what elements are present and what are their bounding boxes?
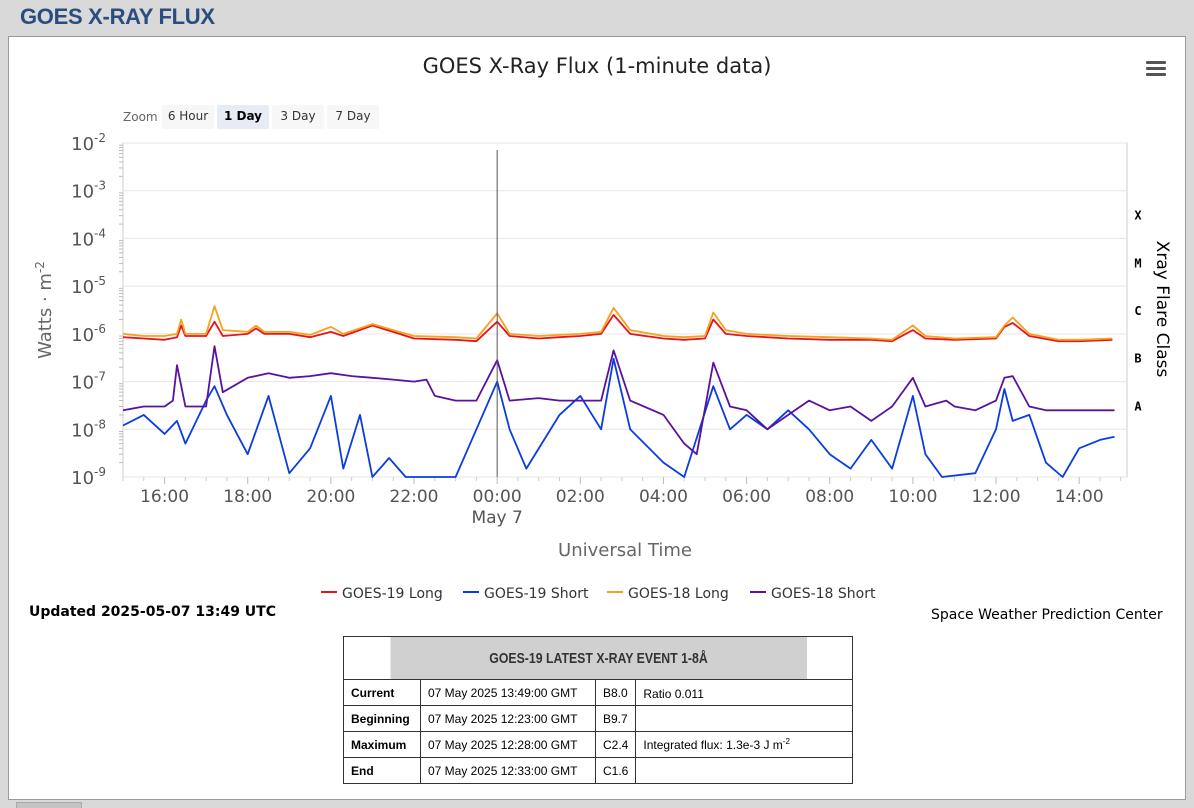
- series-line-goes-18-long[interactable]: [122, 305, 1113, 341]
- row-time: 07 May 2025 13:49:00 GMT: [420, 679, 596, 706]
- row-label: End: [343, 757, 421, 784]
- x-tick-label: 22:00: [390, 487, 439, 507]
- chart-title: GOES X-Ray Flux (1-minute data): [422, 54, 772, 78]
- legend-swatch-goes18-long: [607, 591, 623, 593]
- legend-item-goes19-long[interactable]: GOES-19 Long: [321, 586, 443, 602]
- xray-flux-chart[interactable]: 10-9 10-8 10-7 10-6 10-5 10-4 10-3 10-2 16:00 18:…: [0, 0, 1194, 580]
- event-table: GOES-19 LATEST X-RAY EVENT 1-8Å Current …: [343, 636, 853, 784]
- x-tick-label: 10:00: [888, 487, 937, 507]
- table-row: End 07 May 2025 12:33:00 GMT C1.6: [343, 757, 853, 784]
- y2-axis-title: Xray Flare Class: [1152, 241, 1172, 378]
- table-row: Maximum 07 May 2025 12:28:00 GMT C2.4 In…: [343, 731, 853, 758]
- event-table-title: GOES-19 LATEST X-RAY EVENT 1-8Å: [388, 636, 808, 680]
- y-tick-label: 10-3: [71, 179, 106, 203]
- series-line-goes-18-short[interactable]: [122, 345, 1115, 456]
- legend-item-goes18-short[interactable]: GOES-18 Short: [750, 586, 876, 602]
- y-tick-label: 10-8: [71, 417, 106, 441]
- row-note: [635, 705, 853, 732]
- flare-class-label: X: [1134, 209, 1142, 223]
- y-tick-label: 10-4: [71, 226, 106, 250]
- row-class: B9.7: [594, 705, 637, 732]
- row-time: 07 May 2025 12:28:00 GMT: [420, 731, 596, 758]
- x-tick-label: 12:00: [972, 487, 1021, 507]
- legend-item-goes19-short[interactable]: GOES-19 Short: [463, 586, 589, 602]
- x-date-label: May 7: [471, 508, 522, 528]
- x-tick-label: 08:00: [805, 487, 854, 507]
- row-class: C2.4: [594, 731, 637, 758]
- zoom-label: Zoom: [123, 110, 158, 124]
- x-tick-label: 18:00: [223, 487, 272, 507]
- x-tick-label: 02:00: [556, 487, 605, 507]
- x-tick-label: 04:00: [639, 487, 688, 507]
- table-row: Beginning 07 May 2025 12:23:00 GMT B9.7: [343, 705, 853, 732]
- row-label: Beginning: [343, 705, 421, 732]
- y-tick-label: 10-2: [71, 131, 106, 155]
- row-label: Current: [343, 679, 421, 706]
- row-time: 07 May 2025 12:33:00 GMT: [420, 757, 596, 784]
- zoom-3-day-button[interactable]: 3 Day: [272, 105, 324, 129]
- x-tick-label: 20:00: [306, 487, 355, 507]
- bottom-strip: [0, 800, 1194, 808]
- x-axis-title: Universal Time: [558, 540, 692, 561]
- bottom-tab[interactable]: [16, 802, 82, 808]
- row-note: Ratio 0.011: [635, 679, 853, 706]
- row-class: B8.0: [594, 679, 637, 706]
- row-time: 07 May 2025 12:23:00 GMT: [420, 705, 596, 732]
- row-note: [635, 757, 853, 784]
- plot-area[interactable]: [122, 142, 1128, 478]
- table-row: Current 07 May 2025 13:49:00 GMT B8.0 Ra…: [343, 679, 853, 706]
- page-title: GOES X-RAY FLUX: [20, 4, 215, 29]
- hamburger-menu-icon[interactable]: [1146, 61, 1166, 77]
- credit-text: Space Weather Prediction Center: [931, 607, 1163, 623]
- legend-swatch-goes19-short: [463, 591, 479, 593]
- y-tick-label: 10-7: [71, 370, 106, 394]
- y-tick-label: 10-9: [71, 465, 106, 489]
- row-note: Integrated flux: 1.3e-3 J m-2: [635, 731, 853, 758]
- x-tick-label: 16:00: [140, 487, 189, 507]
- x-tick-label: 00:00: [473, 487, 522, 507]
- zoom-7-day-button[interactable]: 7 Day: [327, 105, 379, 129]
- page-header: GOES X-RAY FLUX: [0, 0, 1194, 36]
- updated-timestamp: Updated 2025-05-07 13:49 UTC: [29, 604, 276, 620]
- legend-item-goes18-long[interactable]: GOES-18 Long: [607, 586, 729, 602]
- flare-class-label: B: [1134, 352, 1141, 366]
- x-tick-label: 06:00: [722, 487, 771, 507]
- event-table-header: GOES-19 LATEST X-RAY EVENT 1-8Å: [344, 636, 853, 680]
- zoom-6-hour-button[interactable]: 6 Hour: [162, 105, 214, 129]
- flare-class-label: C: [1134, 304, 1141, 318]
- zoom-1-day-button[interactable]: 1 Day: [217, 105, 269, 129]
- series-line-goes-19-short[interactable]: [122, 357, 1115, 478]
- legend-swatch-goes19-long: [321, 591, 337, 593]
- y-tick-label: 10-5: [71, 274, 106, 298]
- row-class: C1.6: [594, 757, 637, 784]
- x-tick-label: 14:00: [1055, 487, 1104, 507]
- y-tick-label: 10-6: [71, 322, 106, 346]
- row-label: Maximum: [343, 731, 421, 758]
- flare-class-label: A: [1134, 399, 1142, 413]
- series-line-goes-19-long[interactable]: [122, 314, 1113, 343]
- legend-swatch-goes18-short: [750, 591, 766, 593]
- flare-class-label: M: [1134, 256, 1141, 270]
- y-axis-title: Watts · m-2: [33, 261, 56, 359]
